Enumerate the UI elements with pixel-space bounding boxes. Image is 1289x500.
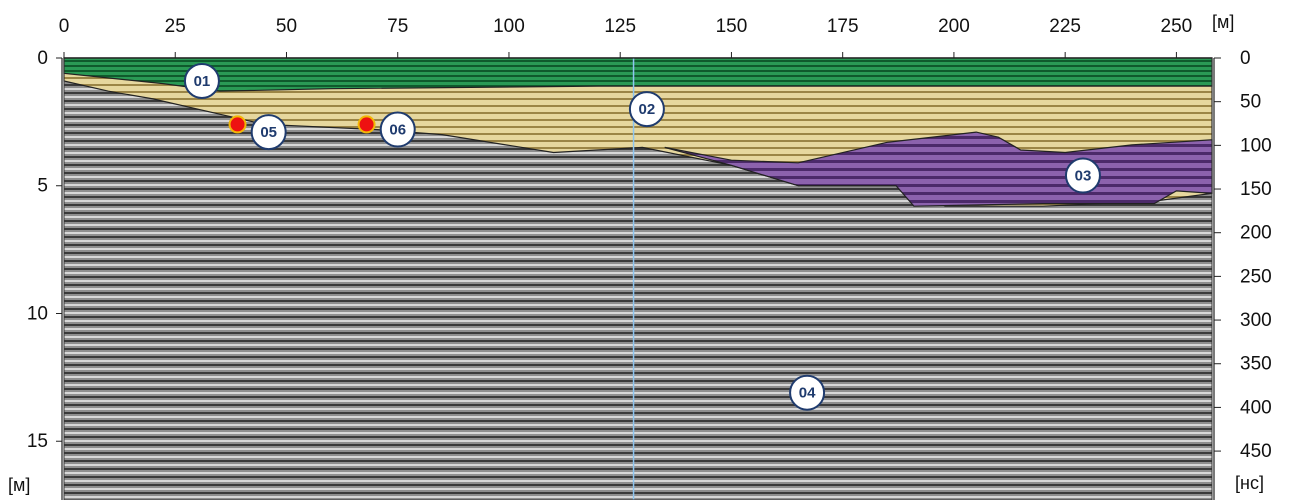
annotations: 01 02 03 04 05 06 — [183, 62, 1101, 411]
time-tick-label: 450 — [1240, 441, 1272, 462]
layer-03-label-text: 03 — [1075, 168, 1092, 185]
time-tick-label: 100 — [1240, 135, 1272, 156]
depth-tick-label: 5 — [37, 176, 48, 197]
x-tick-label: 75 — [387, 16, 408, 37]
layer-04-label-circle — [789, 374, 826, 411]
point-06-label-text: 06 — [389, 122, 406, 139]
layer-02-label-text: 02 — [639, 101, 656, 118]
layer-03-label-circle — [1064, 157, 1101, 194]
radargram-image — [63, 57, 1213, 500]
x-tick-label: 175 — [827, 16, 859, 37]
layer-01-label: 01 — [183, 62, 220, 99]
x-axis: 0 25 50 75 100 125 150 175 200 225 250 — [59, 16, 1212, 59]
point-05-label-text: 05 — [260, 124, 277, 141]
time-tick-label: 350 — [1240, 354, 1272, 375]
layer-04-label-text: 04 — [799, 385, 816, 402]
point-06-label-circle — [379, 111, 416, 148]
depth-axis-unit: [м] — [8, 475, 30, 495]
time-tick-label: 400 — [1240, 397, 1272, 418]
depth-tick-label: 0 — [37, 48, 48, 69]
layer-01-label-circle — [183, 62, 220, 99]
layer-01-label-text: 01 — [194, 73, 211, 90]
layer-02-label: 02 — [628, 91, 665, 128]
time-tick-label: 0 — [1240, 48, 1251, 69]
x-tick-label: 100 — [493, 16, 525, 37]
time-tick-label: 150 — [1240, 179, 1272, 200]
depth-tick-label: 10 — [27, 303, 48, 324]
x-tick-label: 25 — [165, 16, 186, 37]
x-axis-unit: [м] — [1212, 12, 1234, 32]
x-tick-label: 150 — [716, 16, 748, 37]
point-05-label-circle — [250, 114, 287, 151]
point-05-marker — [228, 115, 247, 134]
layer-02-label-circle — [628, 91, 665, 128]
layer-01-area — [63, 57, 1213, 92]
time-tick-label: 300 — [1240, 310, 1272, 331]
x-tick-label: 125 — [604, 16, 636, 37]
x-tick-label: 0 — [59, 16, 70, 37]
time-tick-label: 250 — [1240, 266, 1272, 287]
layer-04-label: 04 — [789, 374, 826, 411]
time-tick-label: 200 — [1240, 223, 1272, 244]
point-05-label: 05 — [250, 114, 287, 151]
point-06-label: 06 — [379, 111, 416, 148]
x-tick-label: 225 — [1049, 16, 1081, 37]
time-axis-unit: [нс] — [1235, 473, 1264, 493]
x-tick-label: 200 — [938, 16, 970, 37]
depth-tick-label: 15 — [27, 431, 48, 452]
x-tick-label: 50 — [276, 16, 297, 37]
time-tick-label: 50 — [1240, 92, 1261, 113]
layer-03-label: 03 — [1064, 157, 1101, 194]
x-tick-label: 250 — [1161, 16, 1193, 37]
point-06-marker — [357, 115, 376, 134]
depth-axis: 0 5 10 15 — [27, 48, 63, 500]
time-axis: 0 50 100 150 200 250 300 350 400 450 — [1213, 48, 1272, 500]
